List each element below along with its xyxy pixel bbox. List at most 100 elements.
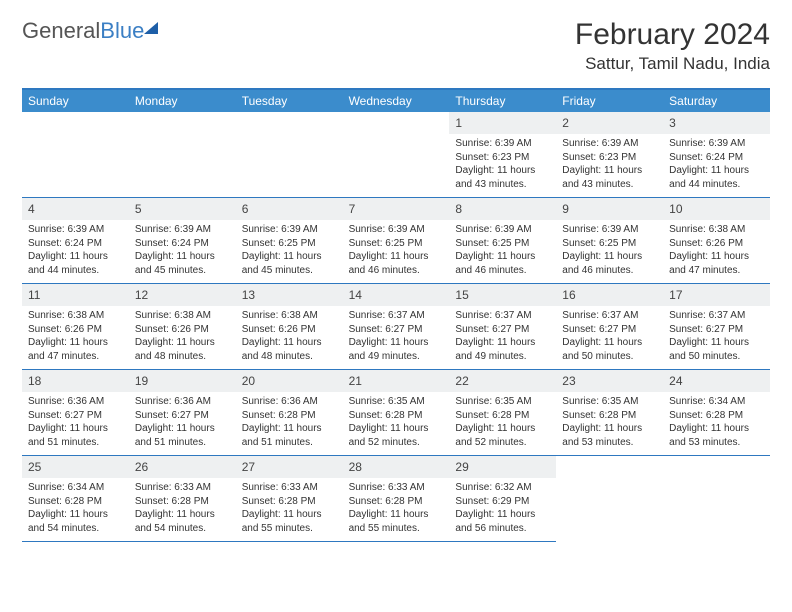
day-cell: 23Sunrise: 6:35 AMSunset: 6:28 PMDayligh… — [556, 370, 663, 456]
day-cell: 12Sunrise: 6:38 AMSunset: 6:26 PMDayligh… — [129, 284, 236, 370]
sunset-line: Sunset: 6:25 PM — [562, 237, 657, 251]
day-number: 23 — [562, 374, 575, 388]
sunset-line: Sunset: 6:28 PM — [28, 495, 123, 509]
sunrise-line: Sunrise: 6:36 AM — [28, 395, 123, 409]
sunrise-line: Sunrise: 6:37 AM — [349, 309, 444, 323]
sunset-line: Sunset: 6:27 PM — [349, 323, 444, 337]
daylight-line: Daylight: 11 hours and 51 minutes. — [135, 422, 230, 449]
day-cell: 20Sunrise: 6:36 AMSunset: 6:28 PMDayligh… — [236, 370, 343, 456]
day-cell: 8 Sunrise: 6:39 AMSunset: 6:25 PMDaylight… — [449, 198, 556, 284]
daylight-line: Daylight: 11 hours and 53 minutes. — [669, 422, 764, 449]
day-number: 2 — [562, 116, 569, 130]
daylight-line: Daylight: 11 hours and 44 minutes. — [28, 250, 123, 277]
calendar: SundayMondayTuesdayWednesdayThursdayFrid… — [22, 88, 770, 542]
sunset-line: Sunset: 6:27 PM — [455, 323, 550, 337]
day-number: 17 — [669, 288, 682, 302]
day-info: Sunrise: 6:38 AMSunset: 6:26 PMDaylight:… — [22, 306, 129, 369]
day-number: 29 — [455, 460, 468, 474]
dow-thursday: Thursday — [449, 90, 556, 112]
day-info: Sunrise: 6:38 AMSunset: 6:26 PMDaylight:… — [236, 306, 343, 369]
daynum-bar: 20 — [236, 370, 343, 392]
sunrise-line: Sunrise: 6:33 AM — [242, 481, 337, 495]
day-number: 18 — [28, 374, 41, 388]
daynum-bar: 6 — [236, 198, 343, 220]
daylight-line: Daylight: 11 hours and 46 minutes. — [562, 250, 657, 277]
day-info: Sunrise: 6:37 AMSunset: 6:27 PMDaylight:… — [449, 306, 556, 369]
day-number: 28 — [349, 460, 362, 474]
day-cell: 14Sunrise: 6:37 AMSunset: 6:27 PMDayligh… — [343, 284, 450, 370]
day-cell: 21Sunrise: 6:35 AMSunset: 6:28 PMDayligh… — [343, 370, 450, 456]
daylight-line: Daylight: 11 hours and 55 minutes. — [349, 508, 444, 535]
sunset-line: Sunset: 6:23 PM — [562, 151, 657, 165]
day-info: Sunrise: 6:39 AMSunset: 6:24 PMDaylight:… — [129, 220, 236, 283]
day-cell: 13Sunrise: 6:38 AMSunset: 6:26 PMDayligh… — [236, 284, 343, 370]
day-cell: 9Sunrise: 6:39 AMSunset: 6:25 PMDaylight… — [556, 198, 663, 284]
sunrise-line: Sunrise: 6:39 AM — [135, 223, 230, 237]
sunrise-line: Sunrise: 6:34 AM — [669, 395, 764, 409]
day-info: Sunrise: 6:37 AMSunset: 6:27 PMDaylight:… — [343, 306, 450, 369]
day-info: Sunrise: 6:39 AMSunset: 6:23 PMDaylight:… — [449, 134, 556, 197]
daynum-bar: 11 — [22, 284, 129, 306]
empty-cell — [236, 112, 343, 198]
day-info: Sunrise: 6:33 AMSunset: 6:28 PMDaylight:… — [343, 478, 450, 541]
day-cell: 15Sunrise: 6:37 AMSunset: 6:27 PMDayligh… — [449, 284, 556, 370]
daylight-line: Daylight: 11 hours and 52 minutes. — [349, 422, 444, 449]
day-info: Sunrise: 6:38 AMSunset: 6:26 PMDaylight:… — [129, 306, 236, 369]
daylight-line: Daylight: 11 hours and 54 minutes. — [28, 508, 123, 535]
day-cell: 18Sunrise: 6:36 AMSunset: 6:27 PMDayligh… — [22, 370, 129, 456]
sunset-line: Sunset: 6:28 PM — [669, 409, 764, 423]
day-info: Sunrise: 6:38 AMSunset: 6:26 PMDaylight:… — [663, 220, 770, 283]
week-row: 11Sunrise: 6:38 AMSunset: 6:26 PMDayligh… — [22, 284, 770, 370]
week-row: 18Sunrise: 6:36 AMSunset: 6:27 PMDayligh… — [22, 370, 770, 456]
empty-cell — [343, 112, 450, 198]
day-cell: 10Sunrise: 6:38 AMSunset: 6:26 PMDayligh… — [663, 198, 770, 284]
daynum-bar: 13 — [236, 284, 343, 306]
sunrise-line: Sunrise: 6:39 AM — [242, 223, 337, 237]
daynum-bar: 12 — [129, 284, 236, 306]
daylight-line: Daylight: 11 hours and 50 minutes. — [669, 336, 764, 363]
week-row: 25Sunrise: 6:34 AMSunset: 6:28 PMDayligh… — [22, 456, 770, 542]
daynum-bar: 21 — [343, 370, 450, 392]
sunset-line: Sunset: 6:27 PM — [28, 409, 123, 423]
day-info: Sunrise: 6:39 AMSunset: 6:25 PMDaylight:… — [449, 220, 556, 283]
daynum-bar: 2 — [556, 112, 663, 134]
day-info: Sunrise: 6:34 AMSunset: 6:28 PMDaylight:… — [663, 392, 770, 455]
daylight-line: Daylight: 11 hours and 48 minutes. — [242, 336, 337, 363]
sunrise-line: Sunrise: 6:39 AM — [28, 223, 123, 237]
daylight-line: Daylight: 11 hours and 50 minutes. — [562, 336, 657, 363]
title-block: February 2024 Sattur, Tamil Nadu, India — [575, 18, 770, 74]
day-info: Sunrise: 6:37 AMSunset: 6:27 PMDaylight:… — [556, 306, 663, 369]
day-cell: 27Sunrise: 6:33 AMSunset: 6:28 PMDayligh… — [236, 456, 343, 542]
daylight-line: Daylight: 11 hours and 44 minutes. — [669, 164, 764, 191]
daylight-line: Daylight: 11 hours and 45 minutes. — [135, 250, 230, 277]
daynum-bar: 17 — [663, 284, 770, 306]
daylight-line: Daylight: 11 hours and 43 minutes. — [455, 164, 550, 191]
sunrise-line: Sunrise: 6:36 AM — [242, 395, 337, 409]
sunrise-line: Sunrise: 6:35 AM — [349, 395, 444, 409]
sunrise-line: Sunrise: 6:36 AM — [135, 395, 230, 409]
daynum-bar: 1 — [449, 112, 556, 134]
day-number: 25 — [28, 460, 41, 474]
sunset-line: Sunset: 6:25 PM — [455, 237, 550, 251]
dow-sunday: Sunday — [22, 90, 129, 112]
dow-monday: Monday — [129, 90, 236, 112]
daynum-bar: 25 — [22, 456, 129, 478]
week-row: 4 Sunrise: 6:39 AMSunset: 6:24 PMDaylight… — [22, 198, 770, 284]
sunrise-line: Sunrise: 6:38 AM — [669, 223, 764, 237]
sunrise-line: Sunrise: 6:39 AM — [669, 137, 764, 151]
day-info: Sunrise: 6:39 AMSunset: 6:25 PMDaylight:… — [556, 220, 663, 283]
brand-part2: Blue — [100, 18, 144, 43]
day-number: 3 — [669, 116, 676, 130]
dow-friday: Friday — [556, 90, 663, 112]
day-number: 8 — [455, 202, 462, 216]
day-info: Sunrise: 6:36 AMSunset: 6:27 PMDaylight:… — [129, 392, 236, 455]
sunrise-line: Sunrise: 6:39 AM — [562, 223, 657, 237]
day-cell: 1Sunrise: 6:39 AMSunset: 6:23 PMDaylight… — [449, 112, 556, 198]
daynum-bar: 15 — [449, 284, 556, 306]
day-number: 19 — [135, 374, 148, 388]
daylight-line: Daylight: 11 hours and 47 minutes. — [28, 336, 123, 363]
day-number: 4 — [28, 202, 35, 216]
daynum-bar: 8 — [449, 198, 556, 220]
sunrise-line: Sunrise: 6:34 AM — [28, 481, 123, 495]
daylight-line: Daylight: 11 hours and 49 minutes. — [455, 336, 550, 363]
